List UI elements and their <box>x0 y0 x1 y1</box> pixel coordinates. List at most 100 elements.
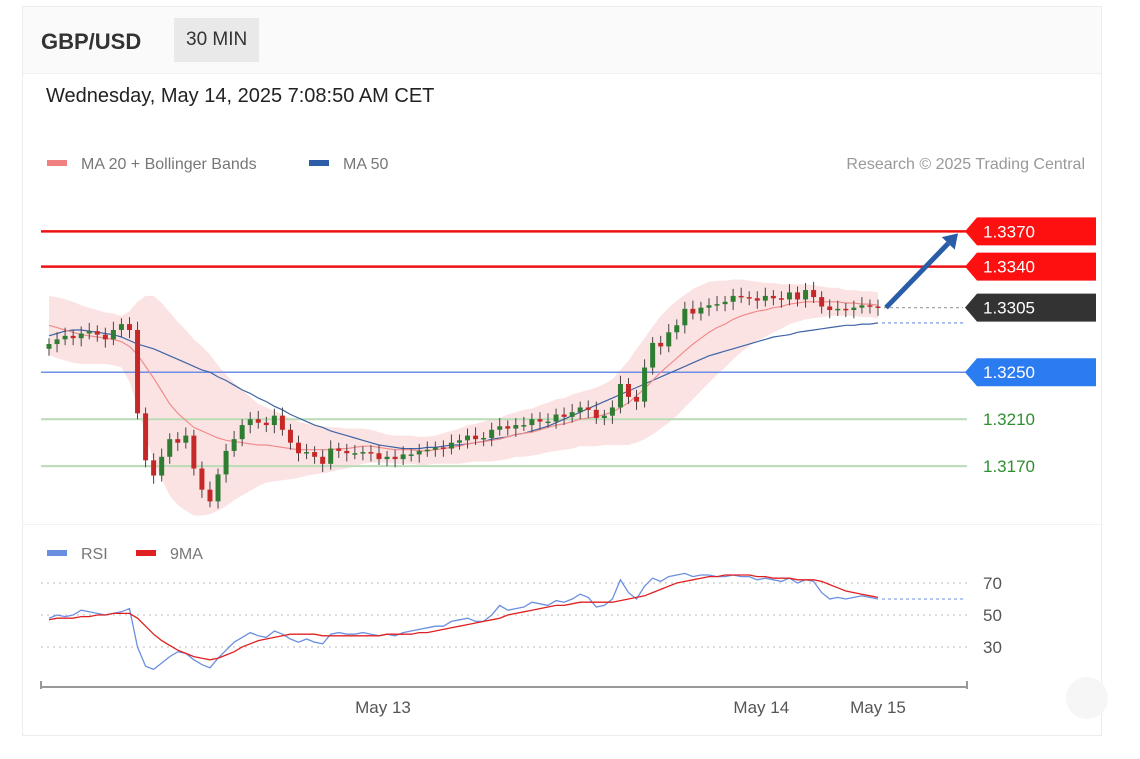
candle-body <box>585 407 591 410</box>
candle-body <box>167 439 173 457</box>
scroll-top-button[interactable] <box>1066 677 1108 719</box>
candle <box>94 325 100 342</box>
candle-body <box>320 456 326 464</box>
candle-body <box>352 453 358 455</box>
candle <box>529 413 535 433</box>
level-tag-text-1.3370: 1.3370 <box>983 222 1035 241</box>
candle <box>215 468 221 509</box>
candle <box>730 288 736 311</box>
candle <box>126 317 132 339</box>
candle-body <box>497 426 503 430</box>
candle-body <box>86 331 92 334</box>
candle <box>505 420 511 436</box>
ma20-legend-label: MA 20 + Bollinger Bands <box>81 156 257 173</box>
candle <box>183 427 189 449</box>
candle <box>448 434 454 455</box>
candle-body <box>489 429 495 438</box>
candle <box>585 400 591 419</box>
candle <box>118 318 124 338</box>
candle <box>86 322 92 340</box>
chart-svg: MA 20 + Bollinger Bands MA 50 Research ©… <box>40 156 1096 717</box>
candle-body <box>690 308 696 314</box>
candle <box>513 418 519 437</box>
rsi-legend-swatch <box>47 550 67 556</box>
candle-body <box>175 439 181 443</box>
level-tag-1.3370 <box>965 217 1096 246</box>
ma50-legend-swatch <box>309 160 329 166</box>
candle <box>207 481 213 508</box>
candle-body <box>239 425 245 440</box>
candle-body <box>255 419 261 423</box>
level-tag-1.3250 <box>965 358 1096 387</box>
candle-body <box>658 342 664 347</box>
candle-body <box>698 307 704 314</box>
candle <box>746 291 752 306</box>
candle-body <box>102 334 108 340</box>
candle-body <box>537 419 543 422</box>
candle <box>465 428 471 449</box>
candle <box>617 375 623 414</box>
candle <box>682 301 688 334</box>
candle-body <box>762 295 768 301</box>
candle <box>601 409 607 426</box>
candle <box>223 443 229 483</box>
candle-body <box>54 339 60 345</box>
bollinger-bands <box>49 279 878 516</box>
candle <box>456 434 462 450</box>
candle <box>336 442 342 458</box>
candle <box>762 287 768 307</box>
rsi-legend-label: RSI <box>81 546 108 563</box>
candle <box>489 422 495 447</box>
candle <box>642 359 648 408</box>
candle <box>199 461 205 498</box>
candle-body <box>135 329 141 414</box>
candle <box>344 443 350 462</box>
timeframe-badge[interactable]: 30 MIN <box>174 18 260 62</box>
candle <box>481 432 487 447</box>
rsi-legend: RSI 9MA <box>47 546 203 563</box>
candle <box>722 295 728 312</box>
time-tick-May-15: May 15 <box>850 698 906 717</box>
candle-body <box>191 435 197 469</box>
candle-body <box>440 447 446 449</box>
candle <box>593 401 599 424</box>
candle <box>650 337 656 375</box>
candle-body <box>481 437 487 440</box>
candle <box>859 297 865 314</box>
candle <box>408 448 414 462</box>
candle-body <box>78 333 84 339</box>
candle-body <box>505 426 511 429</box>
level-label-1.3170: 1.3170 <box>983 457 1035 476</box>
candle <box>416 443 422 463</box>
candle-body <box>626 383 631 397</box>
candle-body <box>126 324 132 330</box>
copyright-label: Research © 2025 Trading Central <box>846 156 1085 173</box>
candle <box>553 408 559 429</box>
time-tick-May-14: May 14 <box>733 698 789 717</box>
ma9-legend-swatch <box>136 550 156 556</box>
candle <box>569 403 575 423</box>
candle-body <box>851 307 857 311</box>
candle <box>634 389 640 410</box>
ma50-legend-label: MA 50 <box>343 156 388 173</box>
candle <box>698 301 704 321</box>
forecast-arrow-head <box>941 233 958 250</box>
candle <box>521 416 527 431</box>
candle-body <box>143 413 149 461</box>
candle <box>851 300 857 319</box>
candle-body <box>151 460 157 476</box>
candle <box>279 407 285 436</box>
moving-averages <box>48 301 879 452</box>
candle-body <box>207 489 213 502</box>
candle <box>78 326 84 347</box>
candle <box>690 300 696 320</box>
candle-body <box>553 414 559 422</box>
candle <box>795 286 801 307</box>
candle-body <box>424 449 430 452</box>
candle-body <box>569 412 575 417</box>
candle-body <box>296 442 301 454</box>
candle-body <box>118 324 124 330</box>
candle-body <box>408 454 414 456</box>
candle-body <box>183 435 189 443</box>
candle-body <box>746 297 752 299</box>
